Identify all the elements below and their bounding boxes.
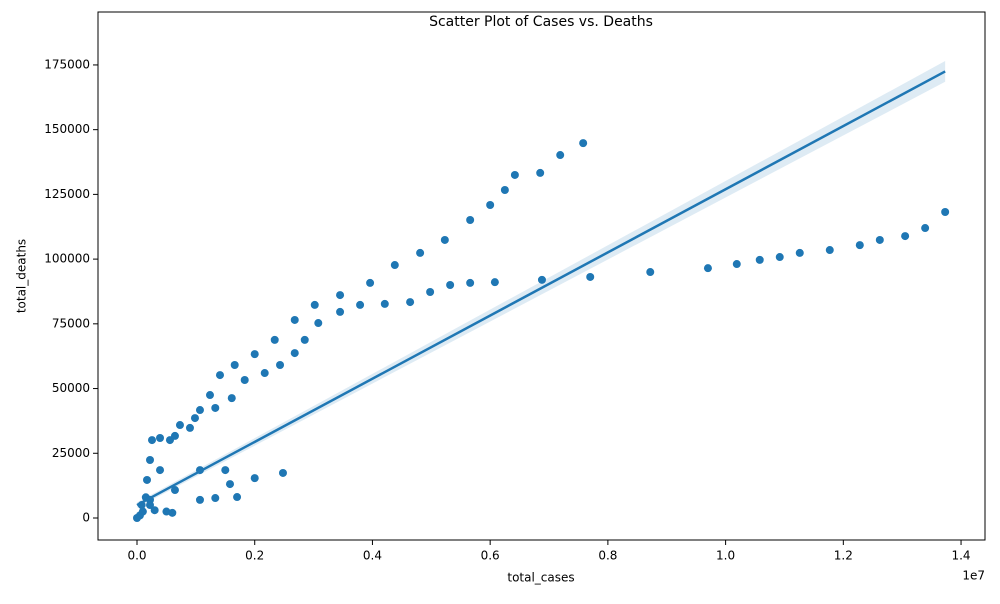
point — [250, 474, 259, 483]
point — [901, 232, 910, 241]
point — [195, 406, 204, 415]
point — [416, 248, 425, 257]
point — [227, 394, 236, 403]
point — [211, 494, 220, 503]
point — [510, 170, 519, 179]
point — [732, 260, 741, 269]
point — [138, 507, 147, 516]
point — [466, 278, 475, 287]
point — [156, 466, 165, 475]
point — [446, 280, 455, 289]
x-offset-label: 1e7 — [962, 569, 985, 583]
point — [175, 421, 184, 430]
point — [310, 300, 319, 309]
point — [366, 278, 375, 287]
x-tick-label: 0.8 — [598, 549, 617, 563]
point — [205, 391, 214, 400]
point — [240, 376, 249, 385]
point — [233, 493, 242, 502]
point — [537, 275, 546, 284]
point — [143, 475, 152, 484]
y-tick-label: 50000 — [52, 381, 90, 395]
point — [586, 272, 595, 281]
point — [390, 261, 399, 270]
y-tick-label: 125000 — [44, 187, 90, 201]
point — [490, 278, 499, 287]
y-tick-label: 150000 — [44, 122, 90, 136]
x-tick-label: 1.4 — [951, 549, 970, 563]
point — [290, 315, 299, 324]
point — [150, 506, 159, 515]
point — [921, 224, 930, 233]
point — [195, 495, 204, 504]
point — [775, 253, 784, 262]
point — [380, 299, 389, 308]
point — [148, 436, 157, 445]
y-tick-label: 0 — [82, 510, 90, 524]
point — [336, 307, 345, 316]
x-axis-label: total_cases — [507, 571, 574, 585]
point — [211, 403, 220, 412]
point — [260, 369, 269, 378]
point — [941, 207, 950, 216]
point — [168, 508, 177, 517]
point — [703, 264, 712, 273]
point — [190, 414, 199, 423]
point — [336, 291, 345, 300]
y-axis-label: total_deaths — [15, 239, 29, 313]
regression-line — [136, 70, 946, 507]
point — [221, 466, 230, 475]
point — [215, 371, 224, 380]
x-tick-label: 0.4 — [363, 549, 382, 563]
point — [536, 168, 545, 177]
point — [250, 350, 259, 359]
point — [146, 501, 155, 510]
y-tick-label: 175000 — [44, 57, 90, 71]
y-tick-label: 75000 — [52, 316, 90, 330]
point — [556, 151, 565, 160]
point — [500, 185, 509, 194]
point — [426, 287, 435, 296]
point — [300, 335, 309, 344]
point — [225, 480, 234, 489]
point — [406, 298, 415, 307]
plot-frame — [97, 11, 986, 541]
point — [356, 300, 365, 309]
y-tick-label: 25000 — [52, 446, 90, 460]
point — [156, 433, 165, 442]
point — [165, 436, 174, 445]
point — [290, 349, 299, 358]
point — [230, 360, 239, 369]
point — [486, 201, 495, 210]
point — [276, 360, 285, 369]
point — [875, 235, 884, 244]
x-tick-label: 0.2 — [245, 549, 264, 563]
x-tick-label: 1.0 — [716, 549, 735, 563]
point — [855, 241, 864, 250]
point — [646, 268, 655, 277]
point — [314, 319, 323, 328]
x-tick-label: 0.0 — [127, 549, 146, 563]
point — [170, 486, 179, 495]
point — [579, 139, 588, 148]
point — [278, 468, 287, 477]
point — [146, 456, 155, 465]
y-tick-label: 100000 — [44, 252, 90, 266]
point — [795, 248, 804, 257]
point — [825, 246, 834, 255]
point — [270, 335, 279, 344]
point — [755, 255, 764, 264]
point — [440, 235, 449, 244]
point — [185, 423, 194, 432]
x-tick-label: 0.6 — [481, 549, 500, 563]
chart-title: Scatter Plot of Cases vs. Deaths — [429, 14, 653, 30]
x-tick-label: 1.2 — [834, 549, 853, 563]
point — [466, 216, 475, 225]
